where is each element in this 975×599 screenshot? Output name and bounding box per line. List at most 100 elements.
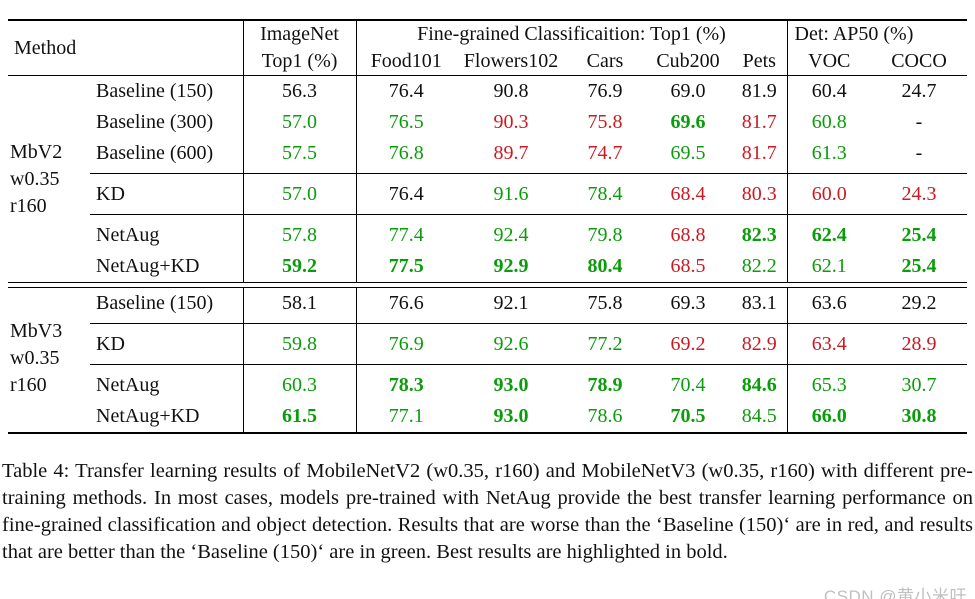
- method-name: NetAug+KD: [90, 251, 244, 283]
- value-cell: 68.4: [644, 173, 732, 215]
- section-divider: [8, 282, 968, 288]
- header-row-groups: Method ImageNet Fine-grained Classificai…: [8, 20, 967, 76]
- imagenet-column-header: ImageNet: [243, 20, 357, 48]
- value-cell: 70.4: [644, 364, 732, 401]
- value-cell: 77.5: [388, 255, 424, 277]
- table-row: MbV3 w0.35 r160 Baseline (150) 58.1 76.6 92.1 7…: [8, 287, 967, 396]
- table-row: MbV2 w0.35 r160 Baseline (150) 56.3 76.4 90.8 7…: [8, 75, 967, 217]
- value-cell: 62.1: [811, 255, 847, 277]
- method-name: NetAug: [90, 214, 244, 251]
- method-name: Baseline (600): [90, 138, 244, 174]
- table-row: NetAug+KD 59.2 77.5 92.9 80.4 68.5 82.2 62.1 25.…: [8, 251, 967, 283]
- value-cell: 77.4: [356, 214, 456, 251]
- value-cell: 69.2: [644, 323, 732, 365]
- results-table: Method ImageNet Fine-grained Classificai…: [8, 19, 968, 434]
- value-cell: 28.9: [871, 323, 968, 365]
- value-cell: 91.6: [456, 173, 566, 215]
- value-cell: 61.3: [811, 142, 847, 164]
- value-cell: 93.0: [456, 364, 566, 401]
- value-cell: 63.6: [811, 292, 847, 314]
- value-cell: 30.8: [901, 405, 937, 427]
- value-cell: 93.0: [493, 405, 529, 427]
- value-cell: 77.2: [566, 323, 644, 365]
- value-cell: 30.7: [871, 364, 968, 401]
- value-cell: 90.3: [493, 111, 529, 133]
- column-header-flowers102: Flowers102: [456, 48, 566, 76]
- value-cell: 62.4: [787, 214, 871, 251]
- value-cell: 57.8: [243, 214, 357, 251]
- value-cell: 24.3: [871, 173, 968, 215]
- value-cell: 69.0: [670, 80, 706, 102]
- value-cell: 76.6: [388, 292, 424, 314]
- model-group-label-line: w0.35: [10, 346, 60, 369]
- column-header-cub200: Cub200: [644, 48, 732, 76]
- value-cell: 81.9: [732, 75, 788, 107]
- value-cell: 77.1: [388, 405, 424, 427]
- model-group-label-line: r160: [10, 373, 47, 396]
- method-name: Baseline (150): [90, 287, 244, 324]
- value-cell: 59.2: [243, 251, 357, 283]
- method-name: Baseline (300): [90, 107, 244, 138]
- column-header-pets: Pets: [732, 48, 788, 76]
- value-cell: 92.6: [456, 323, 566, 365]
- value-cell: 29.2: [901, 292, 937, 314]
- table-body: MbV2 w0.35 r160 Baseline (150) 56.3 76.4 90.8 7…: [8, 75, 968, 433]
- table-row: Baseline (300) 57.0 76.5 90.3 75.8 69.6 81.7 60…: [8, 107, 967, 138]
- value-cell: 68.5: [670, 255, 706, 277]
- model-group-label-line: r160: [10, 194, 47, 217]
- value-cell: 60.8: [811, 111, 847, 133]
- value-cell: 60.3: [243, 364, 357, 401]
- table-header: Method ImageNet Fine-grained Classificai…: [8, 20, 968, 76]
- header-row-columns: Top1 (%) Food101 Flowers102 Cars Cub200 …: [8, 48, 968, 76]
- value-cell: 58.1: [243, 287, 357, 324]
- value-cell: 76.5: [388, 111, 424, 133]
- imagenet-metric-header: Top1 (%): [243, 48, 357, 76]
- value-cell: 78.6: [587, 405, 623, 427]
- value-cell: 63.4: [787, 323, 871, 365]
- value-cell: 81.7: [732, 107, 788, 138]
- value-cell: 57.5: [243, 138, 357, 174]
- model-group-label-line: MbV3: [10, 319, 63, 342]
- watermark: CSDN @黄小米吁: [823, 587, 967, 599]
- value-cell: 78.9: [566, 364, 644, 401]
- value-cell: 69.5: [670, 142, 706, 164]
- value-cell: 76.8: [388, 142, 424, 164]
- value-cell: 80.3: [732, 173, 788, 215]
- model-group-label-line: MbV2: [10, 140, 63, 163]
- value-cell: 76.4: [388, 80, 424, 102]
- method-name: NetAug: [90, 364, 244, 401]
- finegrained-group-header: Fine-grained Classificaition: Top1 (%): [356, 20, 788, 48]
- value-cell: 59.8: [243, 323, 357, 365]
- value-cell: 82.9: [732, 323, 788, 365]
- method-name: Baseline (150): [90, 75, 244, 107]
- model-group-label-line: w0.35: [10, 167, 60, 190]
- value-cell: -: [915, 142, 923, 164]
- value-cell: 79.8: [566, 214, 644, 251]
- value-cell: 80.4: [587, 255, 623, 277]
- method-name: NetAug+KD: [90, 401, 244, 433]
- column-header-coco: COCO: [871, 48, 968, 76]
- value-cell: 75.8: [587, 111, 623, 133]
- value-cell: 70.5: [670, 405, 706, 427]
- value-cell: 24.7: [901, 80, 937, 102]
- value-cell: 84.6: [732, 364, 788, 401]
- value-cell: 76.4: [356, 173, 456, 215]
- value-cell: 76.9: [587, 80, 623, 102]
- value-cell: 83.1: [732, 287, 788, 324]
- column-header-food101: Food101: [356, 48, 456, 76]
- value-cell: 68.8: [644, 214, 732, 251]
- value-cell: 56.3: [243, 75, 357, 107]
- value-cell: 75.8: [587, 292, 623, 314]
- table-row: Baseline (600) 57.5 76.8 89.7 74.7 69.5 81.7 61…: [8, 138, 967, 174]
- value-cell: 25.4: [901, 255, 937, 277]
- table-row: NetAug 60.3 78.3 93.0 78.9 70.4 84.6 65.3 30.7: [8, 364, 968, 401]
- model-group-label: MbV2 w0.35 r160: [8, 76, 90, 283]
- value-cell: 69.3: [670, 292, 706, 314]
- value-cell: -: [915, 111, 923, 133]
- value-cell: 60.4: [811, 80, 847, 102]
- value-cell: 65.3: [787, 364, 871, 401]
- value-cell: 78.3: [356, 364, 456, 401]
- detection-group-header: Det: AP50 (%): [794, 23, 914, 45]
- method-column-header: Method: [8, 20, 244, 76]
- column-header-cars: Cars: [566, 48, 644, 76]
